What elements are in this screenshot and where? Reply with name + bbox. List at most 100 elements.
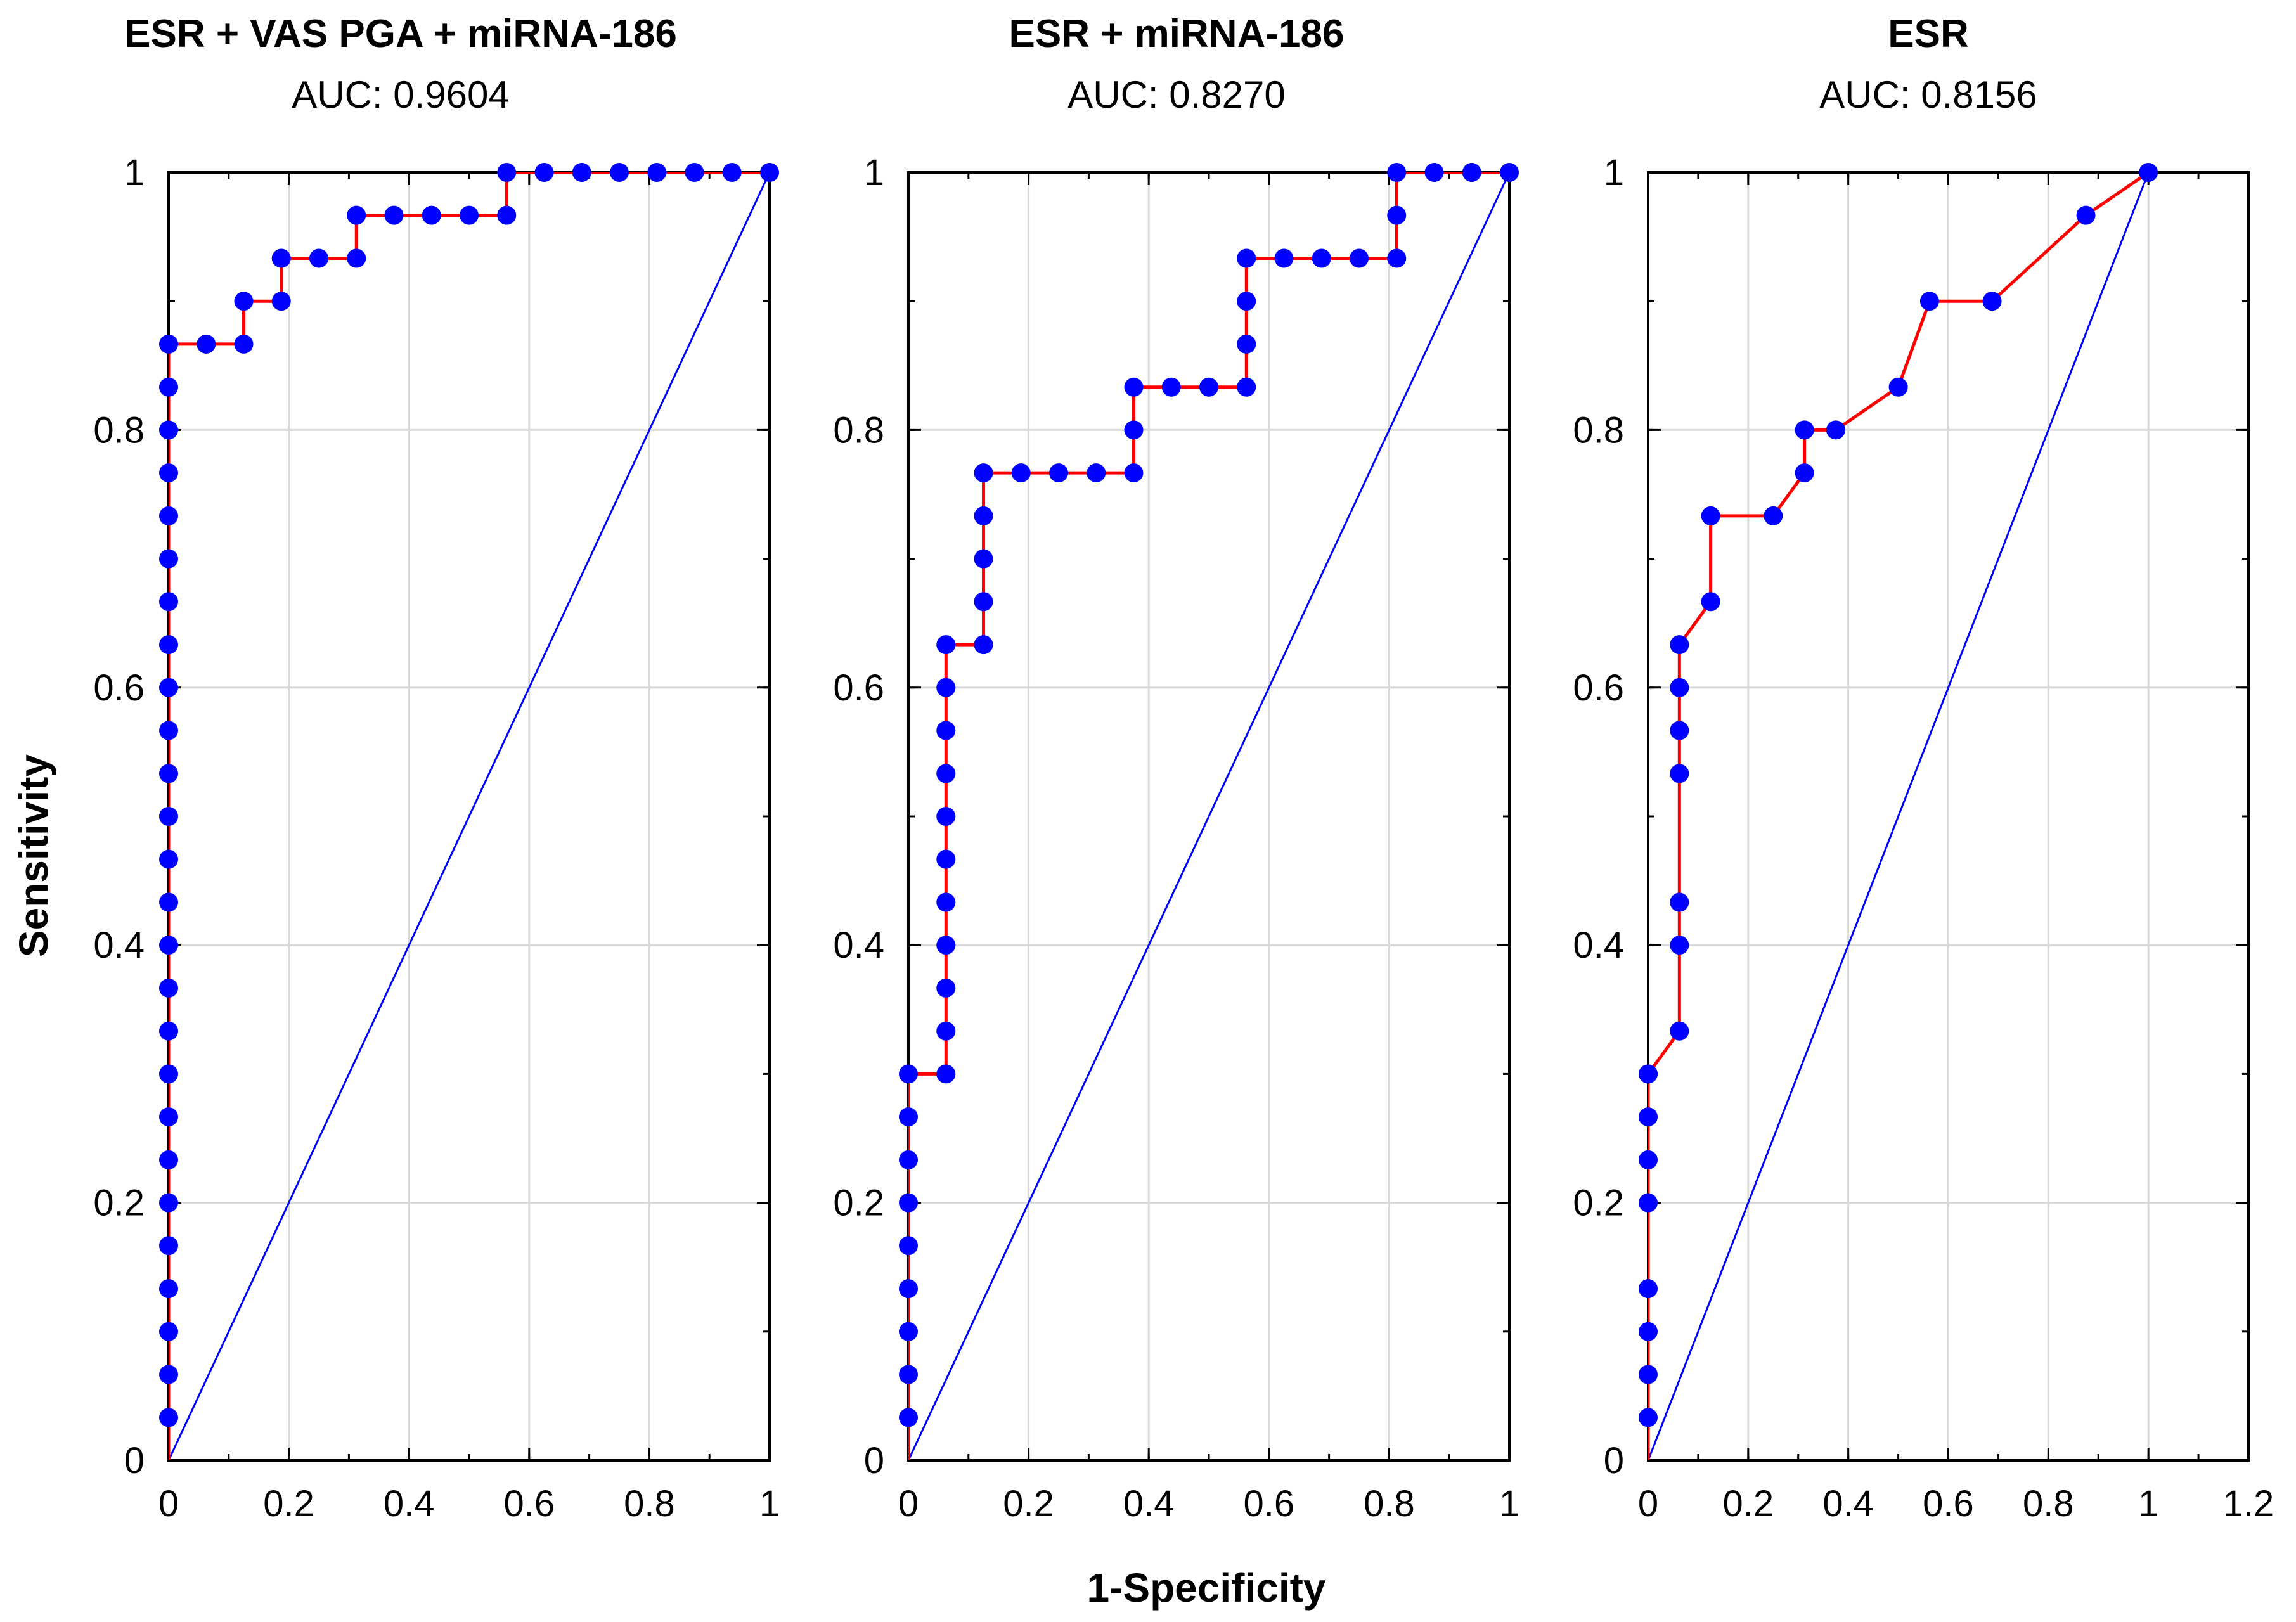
roc-point xyxy=(1982,292,2002,311)
roc-point xyxy=(1011,463,1031,483)
roc-point xyxy=(347,248,366,268)
roc-point xyxy=(1350,248,1369,268)
x-tick-label: 0.2 xyxy=(263,1483,314,1524)
roc-point xyxy=(460,205,479,225)
roc-point xyxy=(1795,420,1814,440)
roc-point xyxy=(974,592,993,612)
x-tick-label: 0.6 xyxy=(1243,1483,1294,1524)
y-tick-label: 0.2 xyxy=(1573,1183,1624,1224)
roc-point xyxy=(2139,163,2158,182)
roc-point xyxy=(159,1279,178,1299)
roc-point xyxy=(936,721,956,740)
panel-title: ESR xyxy=(1888,12,1968,56)
auc-label: AUC: 0.8156 xyxy=(1819,74,2037,116)
roc-point xyxy=(309,248,328,268)
roc-point xyxy=(1826,420,1845,440)
roc-point xyxy=(936,849,956,869)
roc-point xyxy=(1124,463,1144,483)
roc-point xyxy=(974,506,993,525)
roc-point xyxy=(1387,163,1407,182)
x-tick-label: 0.4 xyxy=(384,1483,435,1524)
y-axis-title: Sensitivity xyxy=(11,754,56,958)
plot-data xyxy=(1648,172,2150,1460)
x-tick-label: 1.2 xyxy=(2223,1483,2274,1524)
roc-point xyxy=(1701,506,1720,525)
roc-point xyxy=(497,163,517,182)
roc-point xyxy=(159,334,178,354)
roc-panels: ESR + VAS PGA + miRNA-186 AUC: 0.9604 0 0.2… xyxy=(93,12,2274,1524)
roc-point xyxy=(1124,377,1144,397)
roc-point xyxy=(159,1150,178,1169)
roc-point xyxy=(936,807,956,826)
roc-point xyxy=(1639,1279,1658,1299)
plot-data xyxy=(908,172,1509,1460)
y-tick-label: 0.2 xyxy=(93,1183,145,1224)
roc-point xyxy=(159,721,178,740)
roc-point xyxy=(936,892,956,912)
y-tick-label: 1 xyxy=(864,152,884,193)
roc-point xyxy=(159,635,178,655)
roc-point xyxy=(159,1021,178,1041)
panel-title: ESR + VAS PGA + miRNA-186 xyxy=(124,12,677,56)
roc-point xyxy=(1387,205,1407,225)
x-tick-label: 0.6 xyxy=(1923,1483,1974,1524)
roc-point xyxy=(899,1408,918,1427)
roc-point xyxy=(1919,292,1939,311)
roc-point xyxy=(159,1107,178,1127)
panel-title: ESR + miRNA-186 xyxy=(1009,12,1345,56)
roc-point xyxy=(1670,892,1689,912)
roc-curve xyxy=(169,172,770,1460)
roc-point xyxy=(899,1322,918,1341)
roc-point xyxy=(1639,1408,1658,1427)
y-tick-label: 0 xyxy=(1604,1440,1624,1481)
roc-point xyxy=(159,1408,178,1427)
roc-point xyxy=(1237,292,1256,311)
roc-point xyxy=(234,334,254,354)
roc-point xyxy=(974,635,993,655)
roc-point xyxy=(159,1064,178,1084)
roc-point xyxy=(610,163,629,182)
roc-point xyxy=(159,978,178,998)
roc-point xyxy=(159,1193,178,1213)
roc-point xyxy=(899,1107,918,1127)
x-tick-label: 0 xyxy=(1638,1483,1658,1524)
roc-point xyxy=(974,463,993,483)
y-tick-label: 0.8 xyxy=(93,409,145,451)
roc-point xyxy=(936,1064,956,1084)
roc-point xyxy=(1237,377,1256,397)
y-tick-label: 1 xyxy=(124,152,145,193)
roc-point xyxy=(1424,163,1444,182)
roc-point xyxy=(936,978,956,998)
x-tick-label: 1 xyxy=(759,1483,780,1524)
roc-point xyxy=(722,163,742,182)
roc-point xyxy=(1888,377,1908,397)
roc-point xyxy=(159,1365,178,1384)
roc-point xyxy=(234,292,254,311)
roc-point xyxy=(1199,377,1218,397)
roc-panel-3: ESR AUC: 0.8156 0 0.2 0.4 0.6 0.8 1 1.2 0 0.2 0.4 0.… xyxy=(1573,12,2274,1524)
roc-point xyxy=(497,205,517,225)
roc-point xyxy=(647,163,667,182)
roc-point xyxy=(159,549,178,569)
roc-point xyxy=(1639,1107,1658,1127)
x-tick-label: 0.8 xyxy=(2023,1483,2074,1524)
roc-point xyxy=(271,292,291,311)
x-tick-label: 1 xyxy=(2138,1483,2158,1524)
roc-panel-1: ESR + VAS PGA + miRNA-186 AUC: 0.9604 0 0.2… xyxy=(93,12,780,1524)
reference-diagonal xyxy=(169,172,770,1460)
roc-point xyxy=(899,1279,918,1299)
x-tick-label: 0.4 xyxy=(1822,1483,1874,1524)
roc-point xyxy=(1670,764,1689,783)
roc-point xyxy=(159,936,178,955)
roc-point xyxy=(384,205,404,225)
roc-point xyxy=(1639,1150,1658,1169)
roc-point xyxy=(422,205,441,225)
roc-point xyxy=(1670,721,1689,740)
roc-point xyxy=(1670,1021,1689,1041)
x-tick-label: 0.2 xyxy=(1003,1483,1054,1524)
x-tick-label: 0.8 xyxy=(624,1483,675,1524)
roc-point xyxy=(1639,1322,1658,1341)
roc-point xyxy=(1161,377,1181,397)
roc-point xyxy=(936,635,956,655)
y-tick-label: 0.4 xyxy=(1573,925,1624,966)
